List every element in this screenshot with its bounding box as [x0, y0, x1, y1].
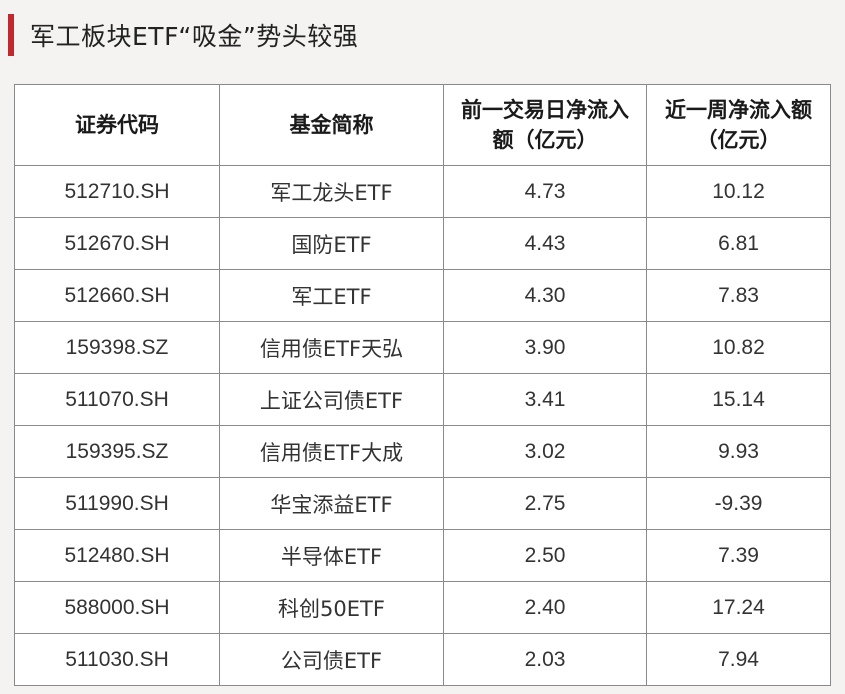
etf-inflow-table: 证券代码 基金简称 前一交易日净流入额（亿元） 近一周净流入额（亿元） 5127…: [14, 84, 831, 686]
cell-week-inflow: 15.14: [646, 373, 831, 426]
cell-prev-day-inflow: 2.50: [443, 529, 647, 582]
cell-prev-day-inflow: 4.43: [443, 217, 647, 270]
cell-week-inflow: 17.24: [646, 581, 831, 634]
table-row: 512480.SH 半导体ETF 2.50 7.39: [14, 529, 831, 582]
table-row: 511070.SH 上证公司债ETF 3.41 15.14: [14, 373, 831, 426]
table-row: 159395.SZ 信用债ETF大成 3.02 9.93: [14, 425, 831, 478]
cell-fund-name: 华宝添益ETF: [219, 477, 444, 530]
cell-prev-day-inflow: 3.90: [443, 321, 647, 374]
cell-fund-name: 军工ETF: [219, 269, 444, 322]
cell-security-code: 511030.SH: [14, 633, 220, 686]
cell-fund-name: 军工龙头ETF: [219, 165, 444, 218]
cell-prev-day-inflow: 4.73: [443, 165, 647, 218]
table-row: 512710.SH 军工龙头ETF 4.73 10.12: [14, 165, 831, 218]
cell-prev-day-inflow: 3.02: [443, 425, 647, 478]
table-body: 512710.SH 军工龙头ETF 4.73 10.12 512670.SH 国防ETF 4…: [14, 165, 831, 686]
header-security-code: 证券代码: [14, 84, 220, 166]
header-fund-name: 基金简称: [219, 84, 444, 166]
cell-week-inflow: 7.39: [646, 529, 831, 582]
table-row: 588000.SH 科创50ETF 2.40 17.24: [14, 581, 831, 634]
cell-fund-name: 科创50ETF: [219, 581, 444, 634]
cell-week-inflow: -9.39: [646, 477, 831, 530]
header-week-inflow-text: 近一周净流入额（亿元）: [665, 98, 812, 152]
cell-security-code: 159395.SZ: [14, 425, 220, 478]
cell-security-code: 512670.SH: [14, 217, 220, 270]
header-prev-day-inflow: 前一交易日净流入额（亿元）: [443, 84, 647, 166]
cell-fund-name: 上证公司债ETF: [219, 373, 444, 426]
header-week-inflow: 近一周净流入额（亿元）: [646, 84, 831, 166]
table-row: 511030.SH 公司债ETF 2.03 7.94: [14, 633, 831, 686]
cell-fund-name: 公司债ETF: [219, 633, 444, 686]
cell-week-inflow: 7.83: [646, 269, 831, 322]
header-prev-day-inflow-text: 前一交易日净流入额（亿元）: [461, 98, 629, 152]
cell-security-code: 159398.SZ: [14, 321, 220, 374]
title-accent-bar: [8, 14, 14, 56]
cell-prev-day-inflow: 4.30: [443, 269, 647, 322]
cell-prev-day-inflow: 2.40: [443, 581, 647, 634]
cell-security-code: 512710.SH: [14, 165, 220, 218]
table-row: 512670.SH 国防ETF 4.43 6.81: [14, 217, 831, 270]
cell-security-code: 512660.SH: [14, 269, 220, 322]
cell-fund-name: 半导体ETF: [219, 529, 444, 582]
cell-fund-name: 信用债ETF大成: [219, 425, 444, 478]
cell-security-code: 588000.SH: [14, 581, 220, 634]
cell-security-code: 512480.SH: [14, 529, 220, 582]
table-row: 512660.SH 军工ETF 4.30 7.83: [14, 269, 831, 322]
cell-week-inflow: 6.81: [646, 217, 831, 270]
cell-fund-name: 国防ETF: [219, 217, 444, 270]
cell-prev-day-inflow: 3.41: [443, 373, 647, 426]
cell-prev-day-inflow: 2.75: [443, 477, 647, 530]
table-header-row: 证券代码 基金简称 前一交易日净流入额（亿元） 近一周净流入额（亿元）: [14, 84, 831, 166]
page-header: 军工板块ETF“吸金”势头较强: [8, 14, 358, 56]
cell-prev-day-inflow: 2.03: [443, 633, 647, 686]
etf-inflow-table-container: 证券代码 基金简称 前一交易日净流入额（亿元） 近一周净流入额（亿元） 5127…: [14, 84, 831, 686]
cell-security-code: 511070.SH: [14, 373, 220, 426]
table-row: 511990.SH 华宝添益ETF 2.75 -9.39: [14, 477, 831, 530]
cell-fund-name: 信用债ETF天弘: [219, 321, 444, 374]
page-title: 军工板块ETF“吸金”势头较强: [30, 22, 359, 51]
cell-security-code: 511990.SH: [14, 477, 220, 530]
cell-week-inflow: 10.82: [646, 321, 831, 374]
cell-week-inflow: 10.12: [646, 165, 831, 218]
cell-week-inflow: 9.93: [646, 425, 831, 478]
table-row: 159398.SZ 信用债ETF天弘 3.90 10.82: [14, 321, 831, 374]
cell-week-inflow: 7.94: [646, 633, 831, 686]
